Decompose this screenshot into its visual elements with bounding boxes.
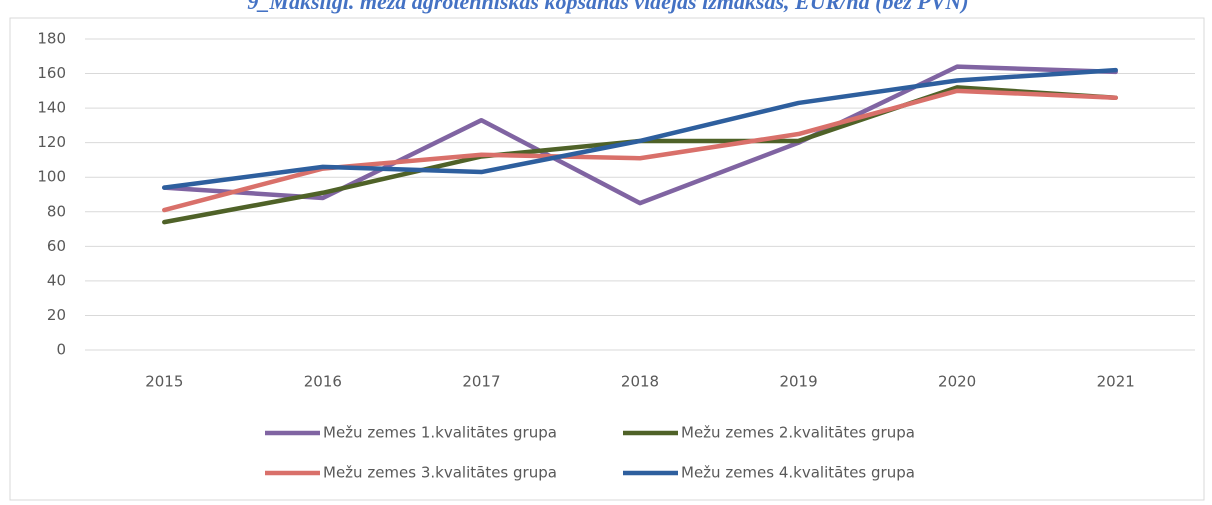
y-tick-label: 0 bbox=[56, 341, 66, 359]
legend-label: Mežu zemes 2.kvalitātes grupa bbox=[681, 424, 915, 442]
series-line bbox=[162, 64, 1118, 206]
y-tick-label: 160 bbox=[37, 64, 66, 82]
y-tick-label: 100 bbox=[37, 168, 66, 186]
y-tick-label: 140 bbox=[37, 99, 66, 117]
x-tick-label: 2016 bbox=[304, 373, 342, 391]
series-line bbox=[162, 67, 1118, 190]
y-tick-label: 40 bbox=[47, 271, 66, 289]
chart-title: 9_Mākslīgi. meža agrotehniskās kopšanas … bbox=[247, 0, 968, 14]
y-tick-label: 120 bbox=[37, 133, 66, 151]
y-tick-label: 20 bbox=[47, 306, 66, 324]
legend-label: Mežu zemes 4.kvalitātes grupa bbox=[681, 464, 915, 482]
x-tick-label: 2018 bbox=[621, 373, 659, 391]
x-tick-label: 2019 bbox=[779, 373, 817, 391]
y-tick-label: 80 bbox=[47, 202, 66, 220]
x-tick-label: 2020 bbox=[938, 373, 976, 391]
x-tick-label: 2021 bbox=[1097, 373, 1135, 391]
y-tick-label: 60 bbox=[47, 237, 66, 255]
chart-frame bbox=[9, 17, 1205, 501]
y-tick-label: 180 bbox=[37, 30, 66, 48]
x-tick-label: 2017 bbox=[462, 373, 500, 391]
x-tick-label: 2015 bbox=[145, 373, 183, 391]
legend-label: Mežu zemes 1.kvalitātes grupa bbox=[323, 424, 557, 442]
legend-label: Mežu zemes 3.kvalitātes grupa bbox=[323, 464, 557, 482]
